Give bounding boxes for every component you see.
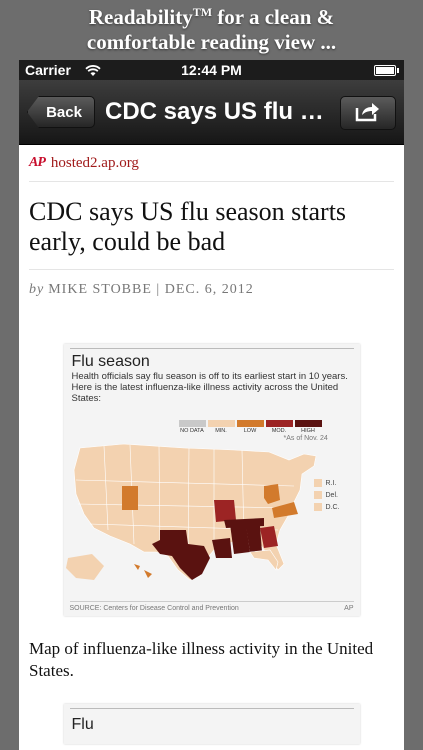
share-button[interactable]: [340, 96, 396, 130]
flu-map-figure[interactable]: Flu season Health officials say flu seas…: [63, 344, 360, 616]
us-map: [65, 443, 316, 581]
status-bar: Carrier 12:44 PM: [19, 60, 404, 80]
nav-title: CDC says US flu season starts early, cou…: [105, 98, 325, 125]
small-state-item: R.I.: [313, 479, 340, 487]
promo-banner: ReadabilityTM for a clean & comfortable …: [0, 0, 423, 65]
legend-item: HIGH: [294, 420, 323, 434]
battery-icon: [374, 65, 399, 76]
byline-author-date: MIKE STOBBE | DEC. 6, 2012: [48, 282, 254, 297]
wifi-icon: [85, 64, 101, 80]
article-headline: CDC says US flu season starts early, cou…: [29, 197, 394, 270]
promo-line2: comfortable reading view ...: [86, 30, 337, 54]
source-row: AP hosted2.ap.org: [29, 145, 394, 182]
legend-item: MIN.: [207, 420, 236, 434]
status-time: 12:44 PM: [181, 62, 242, 78]
article-content: AP hosted2.ap.org CDC says US flu season…: [19, 145, 404, 744]
small-state-item: D.C.: [313, 503, 340, 511]
source-link[interactable]: hosted2.ap.org: [50, 154, 139, 171]
back-button[interactable]: Back: [27, 96, 95, 128]
byline-by: by: [29, 282, 45, 297]
source-credit: SOURCE: Centers for Disease Control and …: [69, 605, 239, 612]
share-icon: [355, 100, 381, 127]
figure-description: Health officials say flu season is off t…: [71, 371, 348, 404]
small-state-item: Del.: [313, 491, 340, 499]
legend-item: LOW: [236, 420, 265, 434]
small-states-legend: R.I. Del. D.C.: [313, 479, 340, 515]
back-button-label: Back: [46, 103, 82, 121]
figure-source: SOURCE: Centers for Disease Control and …: [69, 601, 354, 612]
figure-title: Flu season: [71, 353, 150, 370]
legend-item: MOD.: [265, 420, 294, 434]
as-of-note: *As of Nov. 24: [283, 435, 328, 442]
figure-caption: Map of influenza-like illness activity i…: [29, 639, 374, 680]
legend-item: NO DATA: [178, 420, 207, 434]
promo-line1-a: Readability: [88, 5, 193, 29]
ap-credit: AP: [344, 605, 354, 612]
ap-logo: AP: [29, 155, 46, 170]
trademark: TM: [192, 5, 213, 19]
phone-screen: Carrier 12:44 PM Back CDC says US flu se…: [19, 60, 404, 750]
map-legend: NO DATA MIN. LOW MOD. HIGH: [178, 420, 323, 434]
navigation-bar: Back CDC says US flu season starts early…: [19, 80, 404, 145]
second-figure[interactable]: Flu: [63, 704, 360, 744]
byline: by MIKE STOBBE | DEC. 6, 2012: [29, 282, 394, 298]
carrier-label: Carrier: [25, 62, 71, 78]
second-figure-title: Flu: [71, 716, 94, 733]
promo-line1-b: for a clean &: [212, 5, 335, 29]
